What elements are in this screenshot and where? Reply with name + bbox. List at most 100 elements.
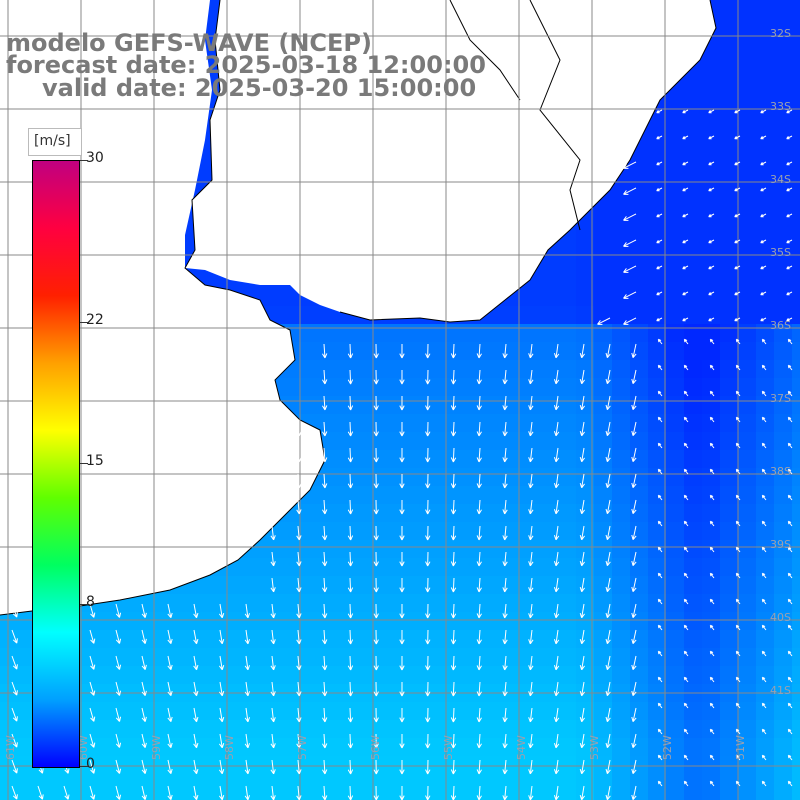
- wind-arrow: [89, 629, 96, 644]
- wind-arrow: [656, 109, 663, 114]
- wind-arrow: [553, 733, 560, 749]
- field-cell: [162, 630, 180, 648]
- wind-arrow: [193, 681, 199, 697]
- field-cell: [306, 702, 324, 720]
- field-cell: [180, 594, 198, 612]
- field-cell: [738, 162, 756, 180]
- field-cell: [522, 468, 540, 486]
- field-cell: [612, 342, 630, 360]
- field-cell: [378, 702, 396, 720]
- wind-arrow: [787, 364, 793, 371]
- field-cell: [468, 414, 486, 432]
- wind-arrow: [373, 499, 379, 515]
- wind-arrow: [425, 473, 431, 489]
- wind-arrow: [787, 624, 793, 631]
- field-cell: [558, 288, 576, 306]
- wind-arrow: [347, 603, 354, 619]
- field-cell: [162, 594, 180, 612]
- colorbar-tick-label: 15: [86, 453, 104, 469]
- wind-arrow: [631, 707, 637, 723]
- wind-arrow: [476, 343, 482, 359]
- field-cell: [576, 576, 594, 594]
- field-cell: [378, 342, 396, 360]
- colorbar: [32, 160, 80, 768]
- wind-arrow: [709, 468, 715, 475]
- field-cell: [342, 558, 360, 576]
- field-cell: [198, 702, 216, 720]
- wind-arrow: [347, 447, 354, 463]
- field-cell: [414, 594, 432, 612]
- field-cell: [774, 540, 792, 558]
- field-cell: [630, 360, 648, 378]
- wind-arrow: [528, 499, 534, 515]
- field-cell: [702, 90, 720, 108]
- field-cell: [792, 324, 800, 342]
- field-cell: [684, 774, 702, 792]
- field-cell: [666, 396, 684, 414]
- field-cell: [720, 36, 738, 54]
- wind-arrow: [322, 733, 328, 749]
- title-model: modelo GEFS-WAVE (NCEP): [6, 29, 372, 57]
- colorbar-unit: [m/s]: [34, 133, 71, 149]
- wind-arrow: [709, 676, 715, 683]
- field-cell: [594, 774, 612, 792]
- wind-arrow: [373, 447, 379, 463]
- field-cell: [540, 342, 558, 360]
- field-cell: [432, 792, 450, 800]
- field-cell: [684, 90, 702, 108]
- field-cell: [738, 648, 756, 666]
- wind-arrow: [631, 343, 637, 359]
- wind-arrow: [450, 629, 457, 645]
- field-cell: [468, 540, 486, 558]
- wind-arrow: [528, 785, 534, 800]
- wind-arrow: [193, 655, 199, 671]
- field-cell: [396, 792, 414, 800]
- wind-arrow: [579, 395, 586, 411]
- field-cell: [612, 360, 630, 378]
- wind-arrow: [193, 603, 199, 619]
- field-cell: [342, 432, 360, 450]
- field-cell: [324, 558, 342, 576]
- field-cell: [774, 738, 792, 756]
- wind-arrow: [787, 494, 793, 501]
- field-cell: [792, 630, 800, 648]
- field-cell: [270, 648, 288, 666]
- field-cell: [270, 720, 288, 738]
- wind-arrow: [502, 421, 508, 437]
- wind-arrow: [734, 291, 741, 296]
- wind-arrow: [579, 421, 586, 437]
- field-cell: [738, 720, 756, 738]
- field-cell: [792, 522, 800, 540]
- field-cell: [702, 666, 720, 684]
- wind-arrow: [735, 754, 741, 761]
- field-cell: [756, 450, 774, 468]
- field-cell: [720, 378, 738, 396]
- wind-arrow: [502, 551, 508, 567]
- latitude-label: 38S: [770, 465, 791, 478]
- field-cell: [306, 720, 324, 738]
- field-cell: [414, 720, 432, 738]
- field-cell: [702, 432, 720, 450]
- field-cell: [684, 324, 702, 342]
- wind-arrow: [683, 416, 689, 423]
- field-cell: [396, 360, 414, 378]
- field-cell: [756, 342, 774, 360]
- field-cell: [486, 396, 504, 414]
- field-cell: [684, 792, 702, 800]
- field-cell: [324, 540, 342, 558]
- field-cell: [288, 738, 306, 756]
- field-cell: [360, 558, 378, 576]
- field-cell: [216, 738, 234, 756]
- wind-arrow: [786, 291, 793, 296]
- field-cell: [126, 630, 144, 648]
- field-cell: [612, 666, 630, 684]
- wind-arrow: [656, 291, 663, 296]
- field-cell: [738, 72, 756, 90]
- field-cell: [324, 342, 342, 360]
- wind-arrow: [683, 442, 689, 449]
- field-cell: [522, 486, 540, 504]
- field-cell: [378, 648, 396, 666]
- field-cell: [396, 342, 414, 360]
- wind-arrow: [605, 577, 611, 593]
- field-cell: [594, 450, 612, 468]
